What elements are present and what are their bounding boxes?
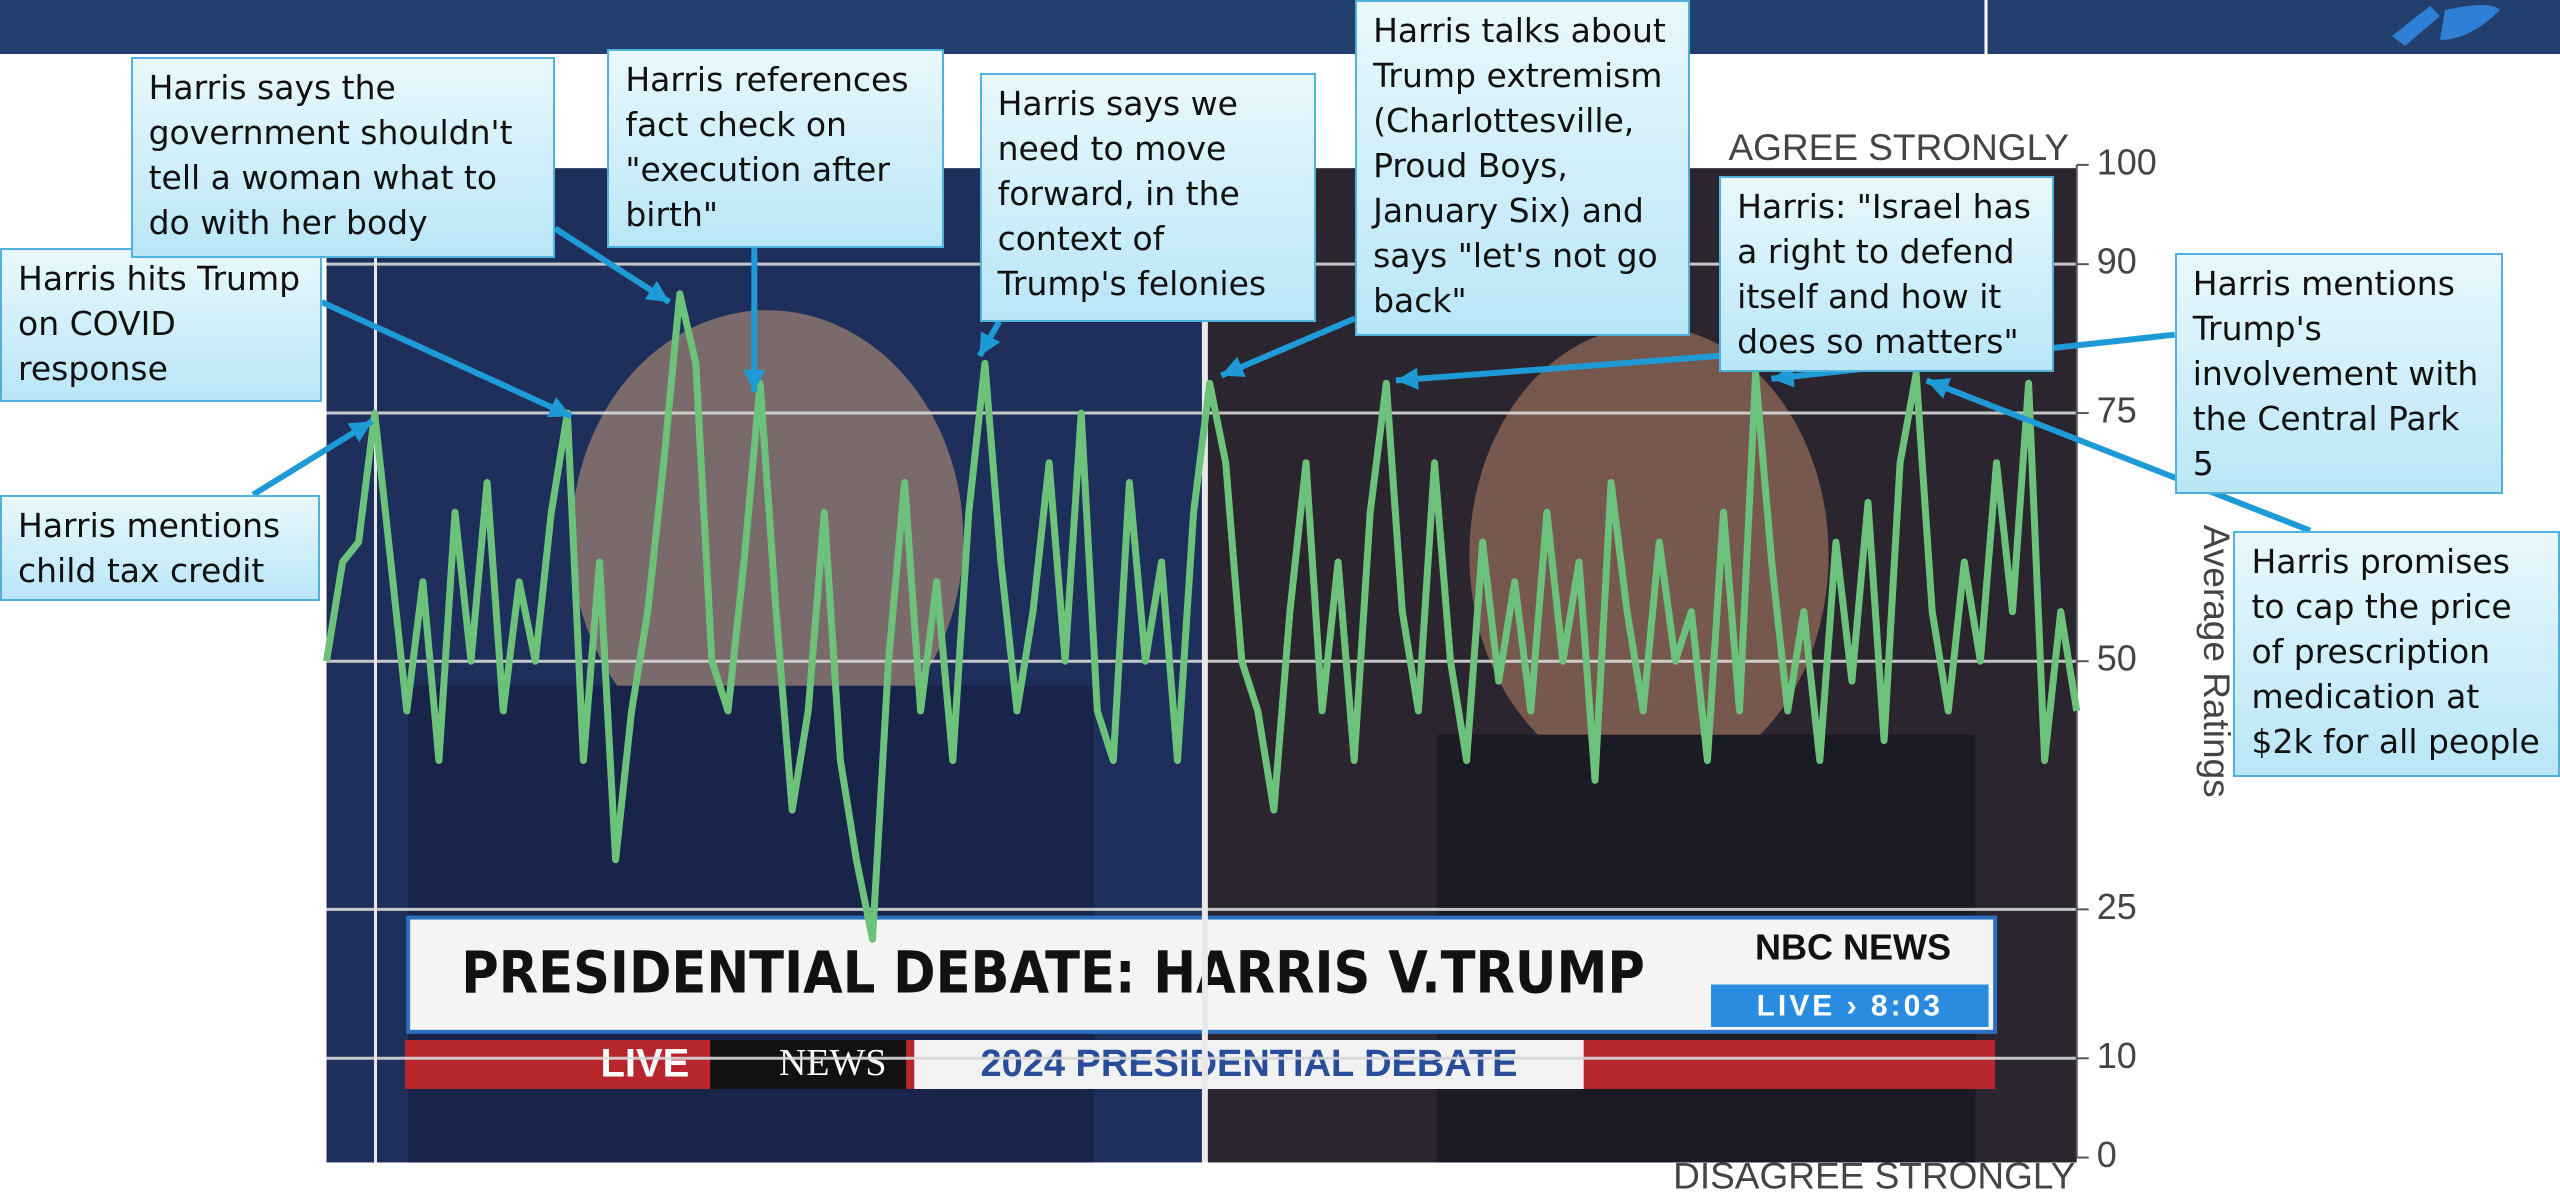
annotation-arrow: [1925, 377, 2312, 534]
annotation-box: Harris promises to cap the price of pres…: [2233, 530, 2560, 778]
annotation-arrow: [251, 418, 374, 498]
y-tick-label: 50: [2097, 638, 2137, 679]
figure: [1469, 326, 1829, 784]
banner-time: LIVE › 8:03: [1757, 989, 1943, 1022]
y-tick-label: 10: [2097, 1035, 2137, 1076]
arrow-head: [979, 331, 1001, 356]
y-tick-label: 25: [2097, 886, 2137, 927]
annotation-arrow: [1220, 315, 1357, 379]
bottom-label: DISAGREE STRONGLY: [1673, 1156, 2075, 1195]
banner-network: NBC NEWS: [1755, 927, 1951, 968]
annotation-arrow: [553, 226, 672, 305]
ticker-mid: [914, 1040, 1584, 1089]
arrow-head: [743, 369, 766, 392]
arrow-head: [1395, 367, 1419, 390]
annotation-box: Harris references fact check on "executi…: [607, 48, 944, 249]
annotation-box: Harris mentions Trump's involvement with…: [2174, 253, 2503, 495]
ticker-news: NEWS: [779, 1042, 887, 1084]
y-axis-label: Average Ratings: [2196, 525, 2237, 798]
annotation-box: Harris mentions child tax credit: [0, 494, 320, 601]
annotation-box: Harris says the government shouldn't tel…: [130, 57, 556, 258]
ticker-logo: [710, 1040, 907, 1089]
top-label: AGREE STRONGLY: [1728, 127, 2069, 168]
y-tick-label: 90: [2097, 241, 2137, 282]
annotation-box: Harris hits Trump on COVID response: [0, 248, 322, 402]
header-bar: [0, 0, 2560, 54]
ticker-text: 2024 PRESIDENTIAL DEBATE: [980, 1043, 1517, 1085]
banner-headline: PRESIDENTIAL DEBATE: HARRIS V.TRUMP: [461, 938, 1645, 1006]
rating-line: [323, 290, 2081, 943]
logo: [2392, 6, 2440, 46]
arrow-head: [1221, 356, 1246, 377]
annotation-box: Harris: "Israel has a right to defend it…: [1719, 176, 2054, 373]
ticker-live: LIVE: [600, 1042, 689, 1086]
arrow-head: [546, 397, 572, 418]
annotation-arrow: [320, 299, 573, 420]
annotation-arrow: [1395, 352, 1720, 384]
logo: [2440, 5, 2500, 40]
annotation-box: Harris says we need to move forward, in …: [979, 73, 1316, 322]
y-tick-label: 75: [2097, 390, 2137, 431]
banner-live: [1711, 984, 1989, 1027]
y-tick-label: 0: [2097, 1134, 2117, 1175]
arrow-head: [644, 280, 670, 303]
annotation-box: Harris talks about Trump extremism (Char…: [1355, 0, 1690, 337]
arrow-head: [1926, 378, 1952, 399]
y-tick-label: 100: [2097, 141, 2157, 182]
arrow-head: [347, 421, 373, 443]
